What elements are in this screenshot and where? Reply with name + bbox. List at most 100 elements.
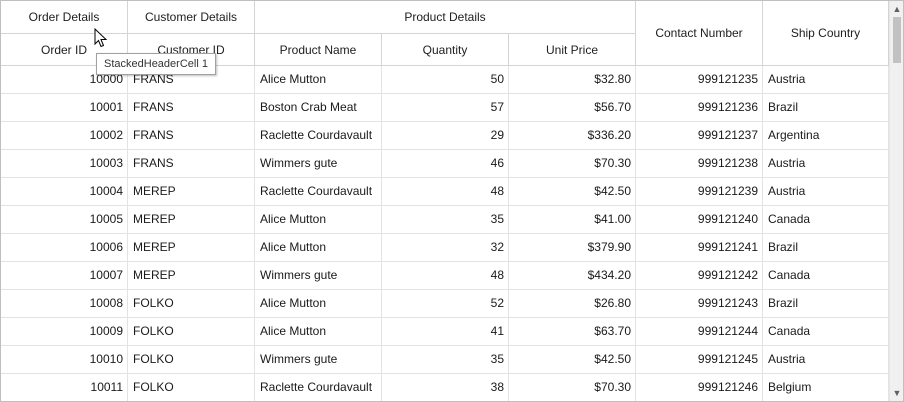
order-id-cell[interactable]: 10004: [1, 178, 128, 205]
quantity-cell[interactable]: 48: [382, 178, 509, 205]
quantity-cell[interactable]: 48: [382, 262, 509, 289]
unit-price-cell[interactable]: $32.80: [509, 66, 636, 93]
customer-id-cell[interactable]: FRANS: [128, 94, 255, 121]
column-header-unit-price[interactable]: Unit Price: [509, 34, 636, 66]
order-id-cell[interactable]: 10007: [1, 262, 128, 289]
stacked-header-order-details[interactable]: Order Details: [1, 1, 128, 34]
customer-id-cell[interactable]: FOLKO: [128, 290, 255, 317]
ship-country-cell[interactable]: Canada: [763, 206, 889, 233]
unit-price-cell[interactable]: $434.20: [509, 262, 636, 289]
product-name-cell[interactable]: Raclette Courdavault: [255, 178, 382, 205]
unit-price-cell[interactable]: $56.70: [509, 94, 636, 121]
column-header-contact-number[interactable]: Contact Number: [636, 1, 763, 66]
ship-country-cell[interactable]: Austria: [763, 178, 889, 205]
customer-id-cell[interactable]: MEREP: [128, 178, 255, 205]
table-row[interactable]: 10008 FOLKO Alice Mutton 52 $26.80 999121243 B…: [1, 290, 889, 318]
ship-country-cell[interactable]: Brazil: [763, 290, 889, 317]
ship-country-cell[interactable]: Austria: [763, 66, 889, 93]
order-id-cell[interactable]: 10010: [1, 346, 128, 373]
quantity-cell[interactable]: 35: [382, 206, 509, 233]
customer-id-cell[interactable]: FRANS: [128, 150, 255, 177]
product-name-cell[interactable]: Alice Mutton: [255, 318, 382, 345]
table-row[interactable]: 10006 MEREP Alice Mutton 32 $379.90 999121241…: [1, 234, 889, 262]
order-id-cell[interactable]: 10000: [1, 66, 128, 93]
order-id-cell[interactable]: 10003: [1, 150, 128, 177]
ship-country-cell[interactable]: Argentina: [763, 122, 889, 149]
unit-price-cell[interactable]: $336.20: [509, 122, 636, 149]
contact-number-cell[interactable]: 999121243: [636, 290, 763, 317]
ship-country-cell[interactable]: Brazil: [763, 94, 889, 121]
table-row[interactable]: 10005 MEREP Alice Mutton 35 $41.00 999121240 C…: [1, 206, 889, 234]
unit-price-cell[interactable]: $26.80: [509, 290, 636, 317]
quantity-cell[interactable]: 41: [382, 318, 509, 345]
unit-price-cell[interactable]: $42.50: [509, 346, 636, 373]
quantity-cell[interactable]: 46: [382, 150, 509, 177]
vertical-scrollbar[interactable]: ▲ ▼: [889, 1, 903, 401]
quantity-cell[interactable]: 32: [382, 234, 509, 261]
product-name-cell[interactable]: Wimmers gute: [255, 262, 382, 289]
unit-price-cell[interactable]: $42.50: [509, 178, 636, 205]
product-name-cell[interactable]: Alice Mutton: [255, 206, 382, 233]
contact-number-cell[interactable]: 999121240: [636, 206, 763, 233]
contact-number-cell[interactable]: 999121237: [636, 122, 763, 149]
ship-country-cell[interactable]: Austria: [763, 150, 889, 177]
order-id-cell[interactable]: 10002: [1, 122, 128, 149]
customer-id-cell[interactable]: FRANS: [128, 66, 255, 93]
stacked-header-customer-details[interactable]: Customer Details: [128, 1, 255, 34]
contact-number-cell[interactable]: 999121236: [636, 94, 763, 121]
ship-country-cell[interactable]: Brazil: [763, 234, 889, 261]
product-name-cell[interactable]: Alice Mutton: [255, 290, 382, 317]
product-name-cell[interactable]: Raclette Courdavault: [255, 374, 382, 401]
quantity-cell[interactable]: 29: [382, 122, 509, 149]
order-id-cell[interactable]: 10005: [1, 206, 128, 233]
ship-country-cell[interactable]: Canada: [763, 262, 889, 289]
unit-price-cell[interactable]: $70.30: [509, 150, 636, 177]
product-name-cell[interactable]: Wimmers gute: [255, 150, 382, 177]
unit-price-cell[interactable]: $41.00: [509, 206, 636, 233]
customer-id-cell[interactable]: MEREP: [128, 234, 255, 261]
table-row[interactable]: 10009 FOLKO Alice Mutton 41 $63.70 999121244 C…: [1, 318, 889, 346]
product-name-cell[interactable]: Raclette Courdavault: [255, 122, 382, 149]
table-row[interactable]: 10004 MEREP Raclette Courdavault 48 $42.50 99…: [1, 178, 889, 206]
contact-number-cell[interactable]: 999121238: [636, 150, 763, 177]
table-row[interactable]: 10007 MEREP Wimmers gute 48 $434.20 999121242…: [1, 262, 889, 290]
column-header-quantity[interactable]: Quantity: [382, 34, 509, 66]
quantity-cell[interactable]: 57: [382, 94, 509, 121]
order-id-cell[interactable]: 10011: [1, 374, 128, 401]
table-row[interactable]: 10010 FOLKO Wimmers gute 35 $42.50 999121245 A…: [1, 346, 889, 374]
product-name-cell[interactable]: Boston Crab Meat: [255, 94, 382, 121]
scrollbar-thumb[interactable]: [893, 17, 901, 63]
order-id-cell[interactable]: 10008: [1, 290, 128, 317]
contact-number-cell[interactable]: 999121246: [636, 374, 763, 401]
order-id-cell[interactable]: 10001: [1, 94, 128, 121]
quantity-cell[interactable]: 52: [382, 290, 509, 317]
ship-country-cell[interactable]: Austria: [763, 346, 889, 373]
column-header-product-name[interactable]: Product Name: [255, 34, 382, 66]
order-id-cell[interactable]: 10009: [1, 318, 128, 345]
contact-number-cell[interactable]: 999121245: [636, 346, 763, 373]
customer-id-cell[interactable]: FOLKO: [128, 318, 255, 345]
quantity-cell[interactable]: 38: [382, 374, 509, 401]
contact-number-cell[interactable]: 999121241: [636, 234, 763, 261]
customer-id-cell[interactable]: FOLKO: [128, 374, 255, 401]
table-row[interactable]: 10002 FRANS Raclette Courdavault 29 $336.20 9…: [1, 122, 889, 150]
customer-id-cell[interactable]: FRANS: [128, 122, 255, 149]
order-id-cell[interactable]: 10006: [1, 234, 128, 261]
product-name-cell[interactable]: Wimmers gute: [255, 346, 382, 373]
column-header-ship-country[interactable]: Ship Country: [763, 1, 889, 66]
contact-number-cell[interactable]: 999121242: [636, 262, 763, 289]
contact-number-cell[interactable]: 999121239: [636, 178, 763, 205]
contact-number-cell[interactable]: 999121235: [636, 66, 763, 93]
unit-price-cell[interactable]: $379.90: [509, 234, 636, 261]
customer-id-cell[interactable]: MEREP: [128, 206, 255, 233]
table-row[interactable]: 10001 FRANS Boston Crab Meat 57 $56.70 999121…: [1, 94, 889, 122]
ship-country-cell[interactable]: Belgium: [763, 374, 889, 401]
product-name-cell[interactable]: Alice Mutton: [255, 66, 382, 93]
customer-id-cell[interactable]: MEREP: [128, 262, 255, 289]
quantity-cell[interactable]: 35: [382, 346, 509, 373]
stacked-header-product-details[interactable]: Product Details: [255, 1, 636, 34]
ship-country-cell[interactable]: Canada: [763, 318, 889, 345]
customer-id-cell[interactable]: FOLKO: [128, 346, 255, 373]
chevron-down-icon[interactable]: ▼: [892, 388, 902, 398]
quantity-cell[interactable]: 50: [382, 66, 509, 93]
